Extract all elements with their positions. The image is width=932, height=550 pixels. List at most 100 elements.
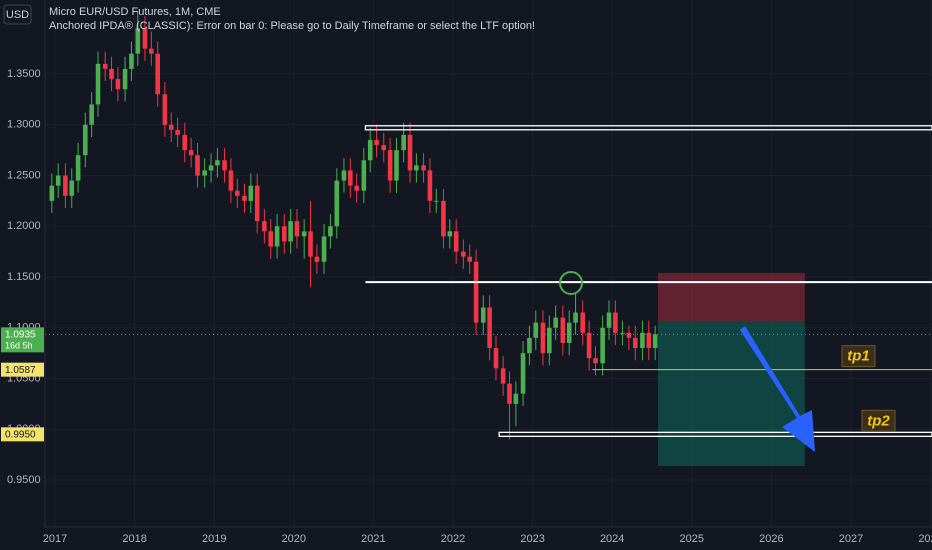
candle-body (580, 312, 586, 333)
candle-body (314, 256, 320, 262)
candle-body (49, 185, 55, 201)
grid (45, 0, 932, 527)
candle-body (560, 317, 566, 343)
candle-body (606, 312, 612, 328)
candle-body (533, 322, 539, 338)
candle-body (142, 28, 148, 49)
candle-body (414, 165, 419, 171)
candle-body (566, 322, 572, 343)
x-tick-label: 2025 (680, 533, 704, 545)
candle-body (175, 129, 180, 135)
price-tag (1, 427, 44, 442)
y-tick-label: 1.2500 (7, 169, 41, 181)
candle-body (586, 332, 592, 359)
candle-body (520, 353, 526, 394)
y-tick-label: 1.3500 (7, 68, 41, 80)
candle-body (102, 63, 108, 69)
candle-body (328, 226, 333, 237)
candle-body (500, 368, 506, 384)
target-zone (657, 322, 805, 466)
candle-body (600, 327, 605, 364)
candle-body (115, 79, 121, 90)
candle-body (493, 348, 499, 369)
candle-body (553, 317, 558, 328)
indicator-message: Anchored IPDA® (CLASSIC): Error on bar 0… (49, 20, 535, 32)
candle-body (75, 155, 81, 181)
candle-body (453, 231, 459, 252)
candle-body (228, 170, 234, 191)
last-price-tag (1, 327, 44, 353)
candle-body (109, 68, 114, 80)
candle-body (513, 393, 519, 404)
candle-body (421, 165, 426, 171)
candle-body (281, 226, 287, 242)
x-tick-label: 2017 (43, 533, 67, 545)
candle-body (626, 332, 632, 338)
candle-body (381, 145, 387, 151)
candle-body (308, 231, 313, 257)
x-tick-label: 2028 (918, 533, 932, 545)
candle-body (69, 180, 75, 196)
arrow (740, 326, 815, 452)
candle-body (95, 63, 101, 105)
candle-body (288, 221, 293, 242)
candle-body (467, 256, 473, 262)
candle-body (162, 94, 168, 125)
symbol-badge[interactable] (3, 4, 32, 25)
price-tag (1, 362, 44, 377)
candle-body (640, 332, 645, 349)
candle-body (63, 175, 68, 196)
tp-label-box (861, 409, 896, 432)
candle-body (248, 185, 254, 201)
candle-body (149, 48, 154, 54)
candle-body (208, 165, 214, 171)
candle-body (540, 322, 546, 354)
x-tick-label: 2018 (122, 533, 146, 545)
candle-body (268, 231, 274, 247)
y-tick-label: 1.3000 (7, 119, 41, 131)
chart-title: Micro EUR/USD Futures, 1M, CME (49, 6, 221, 18)
symbol-badge-text: USD (6, 9, 29, 21)
y-tick-label: 1.1500 (7, 271, 41, 283)
candle-body (168, 124, 174, 130)
x-tick-label: 2019 (202, 533, 226, 545)
candle-body (401, 134, 406, 151)
candle-body (593, 358, 598, 364)
x-tick-label: 2024 (600, 533, 624, 545)
candle-body (55, 175, 61, 186)
candle-body (473, 261, 479, 323)
candle-body (182, 134, 188, 151)
candles (49, 11, 658, 440)
candle-body (82, 124, 88, 156)
last-price-text: 1.0935 (5, 329, 36, 340)
candle-body (480, 307, 486, 323)
candle-body (632, 337, 638, 349)
price-tag-text: 1.0587 (5, 365, 36, 376)
candle-body (620, 332, 625, 334)
candle-body (222, 160, 227, 171)
candle-body (188, 150, 194, 156)
candle-body (652, 334, 658, 349)
price-tag-text: 0.9950 (5, 429, 36, 440)
candle-body (262, 221, 267, 232)
candle-body (487, 307, 492, 349)
candle-body (195, 155, 200, 176)
x-tick-label: 2027 (839, 533, 863, 545)
candle-body (294, 221, 300, 237)
candle-body (407, 134, 413, 171)
candle-body (135, 28, 141, 54)
candle-body (242, 195, 247, 201)
tp-label: tp1 (847, 348, 870, 365)
candle-body (507, 383, 512, 404)
candle-body (202, 170, 207, 176)
candle-body (387, 150, 393, 181)
stop-zone (657, 272, 805, 323)
x-tick-label: 2022 (441, 533, 465, 545)
candle-body (613, 312, 618, 333)
candle-body (427, 170, 433, 201)
candle-body (89, 104, 94, 125)
candle-body (433, 200, 439, 202)
